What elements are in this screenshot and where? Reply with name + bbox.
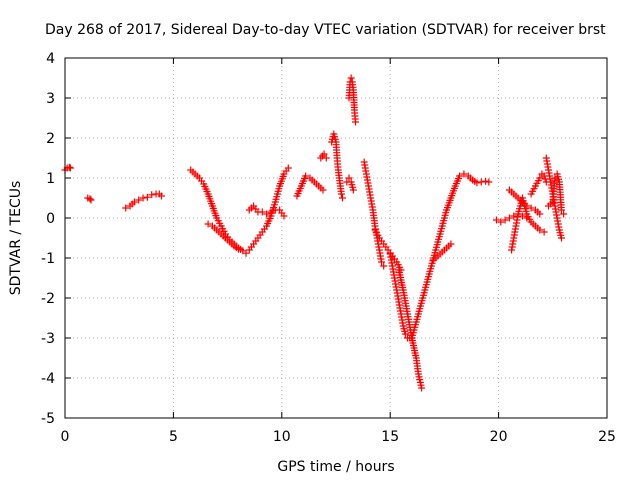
data-point (65, 163, 73, 171)
data-point (497, 218, 505, 226)
data-point (536, 174, 544, 182)
data-point (527, 204, 535, 212)
data-point (139, 194, 147, 202)
data-point (280, 212, 288, 220)
data-points (61, 74, 568, 392)
data-point (263, 210, 271, 218)
data-point (477, 178, 485, 186)
y-tick-label: -3 (41, 331, 55, 347)
data-point (242, 249, 250, 257)
data-point (401, 330, 409, 338)
x-tick-label: 5 (169, 429, 178, 445)
data-point (135, 196, 143, 204)
data-point (337, 190, 345, 198)
data-point (557, 234, 565, 242)
x-tick-label: 15 (381, 429, 399, 445)
data-point (460, 170, 468, 178)
data-point (130, 198, 138, 206)
data-point (540, 228, 548, 236)
y-tick-label: -1 (41, 251, 55, 267)
y-tick-label: 3 (46, 91, 55, 107)
data-point (378, 258, 386, 266)
x-tick-label: 25 (598, 429, 616, 445)
data-point (380, 262, 388, 270)
plot-frame (64, 57, 608, 419)
data-point (536, 210, 544, 218)
data-point (560, 210, 568, 218)
data-point (505, 214, 513, 222)
data-point (302, 172, 310, 180)
y-tick-label: 0 (46, 211, 55, 227)
data-point (157, 192, 165, 200)
data-point (352, 118, 360, 126)
data-point (447, 240, 455, 248)
data-point (122, 204, 130, 212)
data-point (258, 208, 266, 216)
x-tick-label: 10 (273, 429, 291, 445)
data-point (536, 226, 544, 234)
y-tick-label: 1 (46, 171, 55, 187)
data-point (349, 186, 357, 194)
chart-title: Day 268 of 2017, Sidereal Day-to-day VTE… (45, 22, 606, 38)
x-tick-label: 0 (61, 429, 70, 445)
data-point (473, 179, 481, 187)
data-point (87, 196, 95, 204)
data-point (143, 193, 151, 201)
x-axis-label: GPS time / hours (277, 459, 394, 475)
grid (65, 58, 607, 418)
y-tick-label: -2 (41, 291, 55, 307)
y-axis-label: SDTVAR / TECUs (8, 181, 24, 296)
data-point (523, 202, 531, 210)
data-point (204, 220, 212, 228)
data-point (86, 195, 94, 203)
data-point (557, 206, 565, 214)
data-point (492, 216, 500, 224)
data-point (456, 172, 464, 180)
data-point (510, 212, 518, 220)
data-point (320, 150, 328, 158)
y-tick-label: 4 (46, 51, 55, 67)
y-tick-label: 2 (46, 131, 55, 147)
data-point (234, 245, 242, 253)
data-point (345, 174, 353, 182)
data-point (322, 154, 330, 162)
x-tick-label: 20 (490, 429, 508, 445)
data-point (501, 216, 509, 224)
data-point (148, 191, 156, 199)
data-point (347, 74, 355, 82)
y-tick-label: -5 (41, 411, 55, 427)
data-point (339, 194, 347, 202)
data-point (284, 164, 292, 172)
data-point (267, 208, 275, 216)
data-point (319, 186, 327, 194)
data-point (518, 212, 526, 220)
data-point (485, 178, 493, 186)
y-tick-label: -4 (41, 371, 55, 387)
data-point (482, 177, 490, 185)
data-point (418, 384, 426, 392)
data-point (66, 164, 74, 172)
